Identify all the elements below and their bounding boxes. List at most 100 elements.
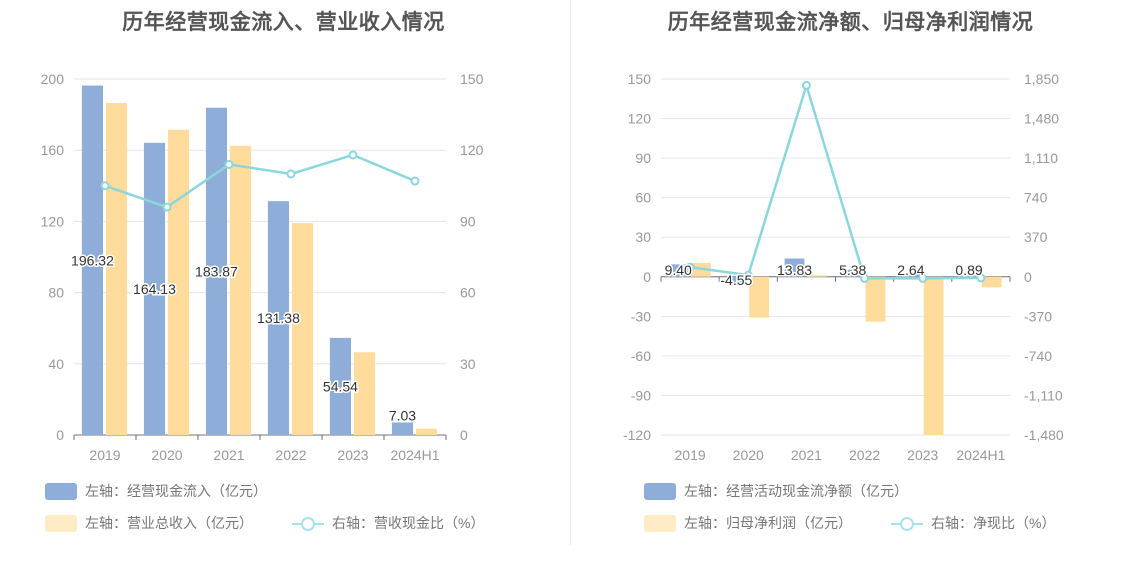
ratio-point — [410, 176, 420, 186]
y-tick-left: 40 — [48, 356, 64, 372]
legend-item-net-profit[interactable]: 左轴：归母净利润（亿元） — [644, 513, 852, 533]
legend-label: 左轴：经营现金流入（亿元） — [85, 483, 267, 499]
bar-primary — [668, 264, 689, 277]
legend-item-ratio[interactable]: 右轴：营收现金比（%） — [292, 513, 484, 533]
legend-swatch — [45, 482, 77, 500]
y-tick-right: -740 — [1024, 348, 1052, 364]
legend-label: 左轴：经营活动现金流净额（亿元） — [684, 483, 908, 499]
legend-label: 右轴：营收现金比（%） — [332, 515, 485, 531]
data-label: 13.83 — [777, 262, 812, 278]
data-label: 9.40 — [665, 262, 692, 278]
y-tick-left: 120 — [628, 111, 652, 127]
ratio-point — [224, 159, 234, 169]
bar-primary — [784, 258, 805, 277]
y-tick-right: 60 — [460, 285, 476, 301]
ratio-point — [162, 202, 172, 212]
x-tick-label: 2021 — [213, 447, 244, 463]
bar-primary — [329, 337, 351, 435]
legend-label: 左轴：营业总收入（亿元） — [85, 515, 253, 531]
y-tick-right: 0 — [460, 427, 468, 443]
bar-secondary — [749, 276, 770, 318]
y-tick-left: -90 — [631, 387, 651, 403]
bar-primary — [959, 275, 979, 277]
legend-line-marker — [891, 515, 923, 532]
y-tick-right: -1,110 — [1024, 387, 1063, 403]
y-tick-right: 1,110 — [1024, 150, 1058, 166]
x-tick-label: 2020 — [151, 447, 182, 463]
bar-primary — [900, 273, 921, 277]
data-label: 164.13 — [133, 281, 176, 297]
bar-secondary — [168, 129, 190, 436]
legend-item-revenue[interactable]: 左轴：营业总收入（亿元） — [45, 513, 253, 533]
y-tick-right: -370 — [1024, 308, 1052, 324]
chart-title: 历年经营现金流入、营业收入情况 — [122, 11, 445, 34]
y-tick-left: 160 — [41, 142, 65, 158]
y-tick-left: -120 — [623, 427, 651, 443]
data-label: 196.32 — [71, 252, 114, 268]
y-tick-right: 370 — [1024, 229, 1048, 245]
ratio-point — [918, 273, 928, 283]
bar-secondary — [106, 103, 128, 435]
y-tick-right: -1,480 — [1024, 427, 1064, 443]
data-label: 7.03 — [389, 407, 416, 423]
chart-plot-area: 0 0 40 30 80 60 120 90 160 120 200 150 2019 2020 2021 2… — [41, 71, 484, 463]
ratio-point — [685, 262, 695, 272]
y-tick-right: 1,850 — [1024, 71, 1059, 87]
x-tick-label: 2021 — [791, 447, 822, 463]
y-tick-left: -30 — [631, 308, 651, 324]
data-label: 54.54 — [323, 378, 358, 394]
ratio-point — [860, 273, 870, 283]
x-tick-label: 2022 — [849, 447, 880, 463]
ratio-point — [100, 181, 110, 191]
ratio-line — [104, 153, 416, 209]
y-tick-right: 0 — [1024, 269, 1032, 285]
ratio-point — [976, 273, 986, 283]
chart-title: 历年经营现金流净额、归母净利润情况 — [667, 11, 1034, 34]
x-tick-label: 2019 — [675, 447, 706, 463]
ratio-point — [348, 150, 358, 160]
bar-secondary — [292, 223, 314, 435]
data-label: 183.87 — [195, 263, 238, 279]
bar-secondary — [981, 276, 1002, 288]
legend-item-cash-inflow[interactable]: 左轴：经营现金流入（亿元） — [45, 481, 267, 501]
bar-secondary — [416, 428, 438, 435]
data-label: 131.38 — [257, 310, 300, 326]
x-tick-label: 2023 — [337, 447, 368, 463]
bar-primary — [205, 107, 227, 436]
bar-primary — [81, 85, 103, 435]
legend-item-ratio[interactable]: 右轴：净现比（%） — [891, 513, 1055, 533]
data-label: 5.38 — [839, 262, 866, 278]
bar-primary — [267, 201, 289, 435]
legend-item-net-cash-flow[interactable]: 左轴：经营活动现金流净额（亿元） — [644, 481, 908, 501]
x-tick-label: 2024H1 — [390, 447, 439, 463]
y-tick-left: 90 — [635, 150, 651, 166]
x-tick-label: 2022 — [275, 447, 306, 463]
data-label: 2.64 — [897, 262, 924, 278]
y-tick-right: 90 — [460, 213, 476, 229]
y-tick-left: -60 — [631, 348, 651, 364]
legend-swatch — [644, 514, 676, 532]
chart-panel-net-cash-flow: 历年经营现金流净额、归母净利润情况 -120 -1,480 -90 -1,110 -60… — [567, 0, 1134, 582]
y-tick-right: 150 — [460, 71, 484, 87]
ratio-point — [286, 169, 296, 179]
x-tick-label: 2024H1 — [956, 447, 1005, 463]
y-tick-left: 80 — [48, 285, 64, 301]
y-tick-right: 1,480 — [1024, 111, 1059, 127]
y-tick-left: 30 — [635, 229, 651, 245]
ratio-line — [689, 81, 981, 280]
y-tick-left: 60 — [635, 190, 651, 206]
x-tick-label: 2019 — [89, 447, 120, 463]
chart-plot-area: -120 -1,480 -90 -1,110 -60 -740 -30 -370 0 0 30 370… — [623, 71, 1064, 463]
bar-secondary — [865, 276, 886, 322]
bar-primary — [391, 422, 413, 435]
legend-label: 右轴：净现比（%） — [931, 515, 1056, 531]
x-tick-label: 2020 — [733, 447, 764, 463]
legend-swatch — [644, 482, 676, 500]
legend-swatch — [45, 514, 77, 532]
y-tick-right: 120 — [460, 142, 484, 158]
ratio-point — [801, 80, 811, 90]
bar-primary — [726, 276, 747, 283]
bar-primary — [143, 142, 165, 435]
x-tick-label: 2023 — [907, 447, 938, 463]
bar-secondary — [807, 275, 828, 277]
